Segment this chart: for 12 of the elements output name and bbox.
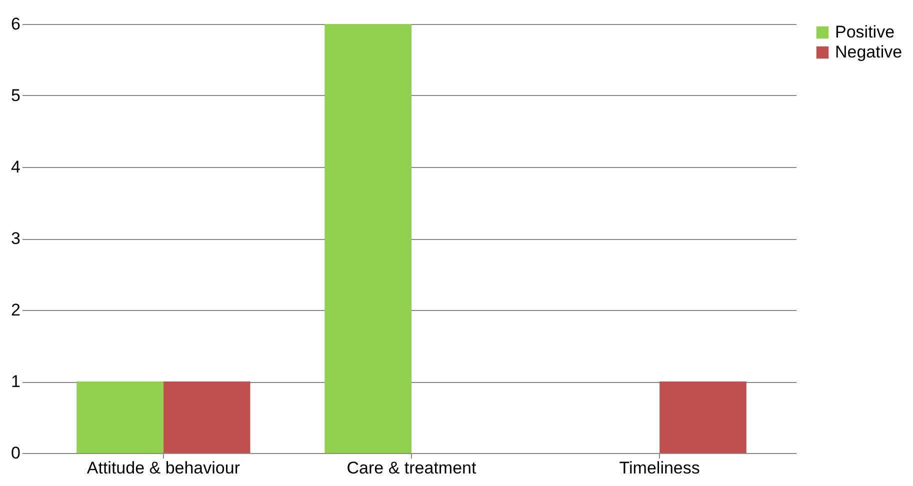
y-tick-label: 0 bbox=[11, 444, 20, 462]
legend-label: Negative bbox=[835, 42, 902, 62]
y-tick-label: 4 bbox=[11, 158, 20, 176]
x-tick-label: Attitude & behaviour bbox=[86, 458, 240, 478]
y-tick-label: 6 bbox=[11, 14, 20, 34]
y-tick-label: 1 bbox=[11, 372, 20, 391]
y-tick-label: 3 bbox=[11, 229, 20, 248]
x-tick-label: Care & treatment bbox=[346, 458, 476, 478]
y-tick-label: 5 bbox=[11, 86, 20, 105]
y-tick-label: 2 bbox=[11, 300, 20, 320]
legend-label: Positive bbox=[835, 22, 895, 42]
x-tick-label: Timeliness bbox=[619, 458, 700, 478]
